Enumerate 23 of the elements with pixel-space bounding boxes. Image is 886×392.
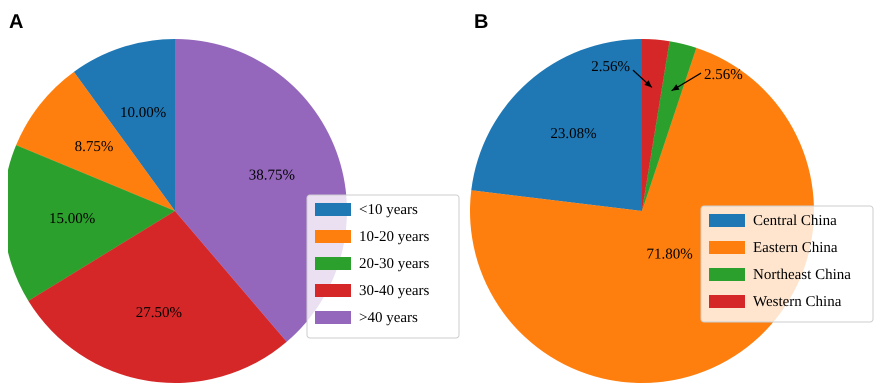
data-label: 38.75%: [248, 167, 295, 184]
data-label: 2.56%: [591, 59, 630, 76]
legend-label: Central China: [753, 213, 838, 229]
legend-label: 10-20 years: [359, 229, 430, 245]
data-label: 15.00%: [48, 211, 96, 228]
pie-slice: [471, 39, 642, 211]
legend-label: >40 years: [359, 310, 418, 326]
legend-label: Eastern China: [753, 240, 838, 256]
legend-label: Western China: [753, 294, 842, 310]
pie-slice: [642, 39, 670, 211]
data-label: 27.50%: [136, 304, 182, 321]
data-label: 2.56%: [704, 67, 743, 84]
chart-title: B: [474, 11, 488, 33]
legend-label: Northeast China: [753, 267, 852, 283]
data-label: 23.08%: [550, 126, 597, 142]
chart-title: A: [9, 11, 24, 33]
legend-label: 20-30 years: [359, 256, 430, 272]
legend-label: 30-40 years: [359, 283, 430, 299]
data-label: 71.80%: [646, 246, 693, 263]
data-label: 8.75%: [74, 139, 114, 156]
data-label: 10.00%: [120, 104, 166, 121]
pie-slice: [642, 41, 696, 211]
legend-label: <10 years: [359, 202, 418, 218]
